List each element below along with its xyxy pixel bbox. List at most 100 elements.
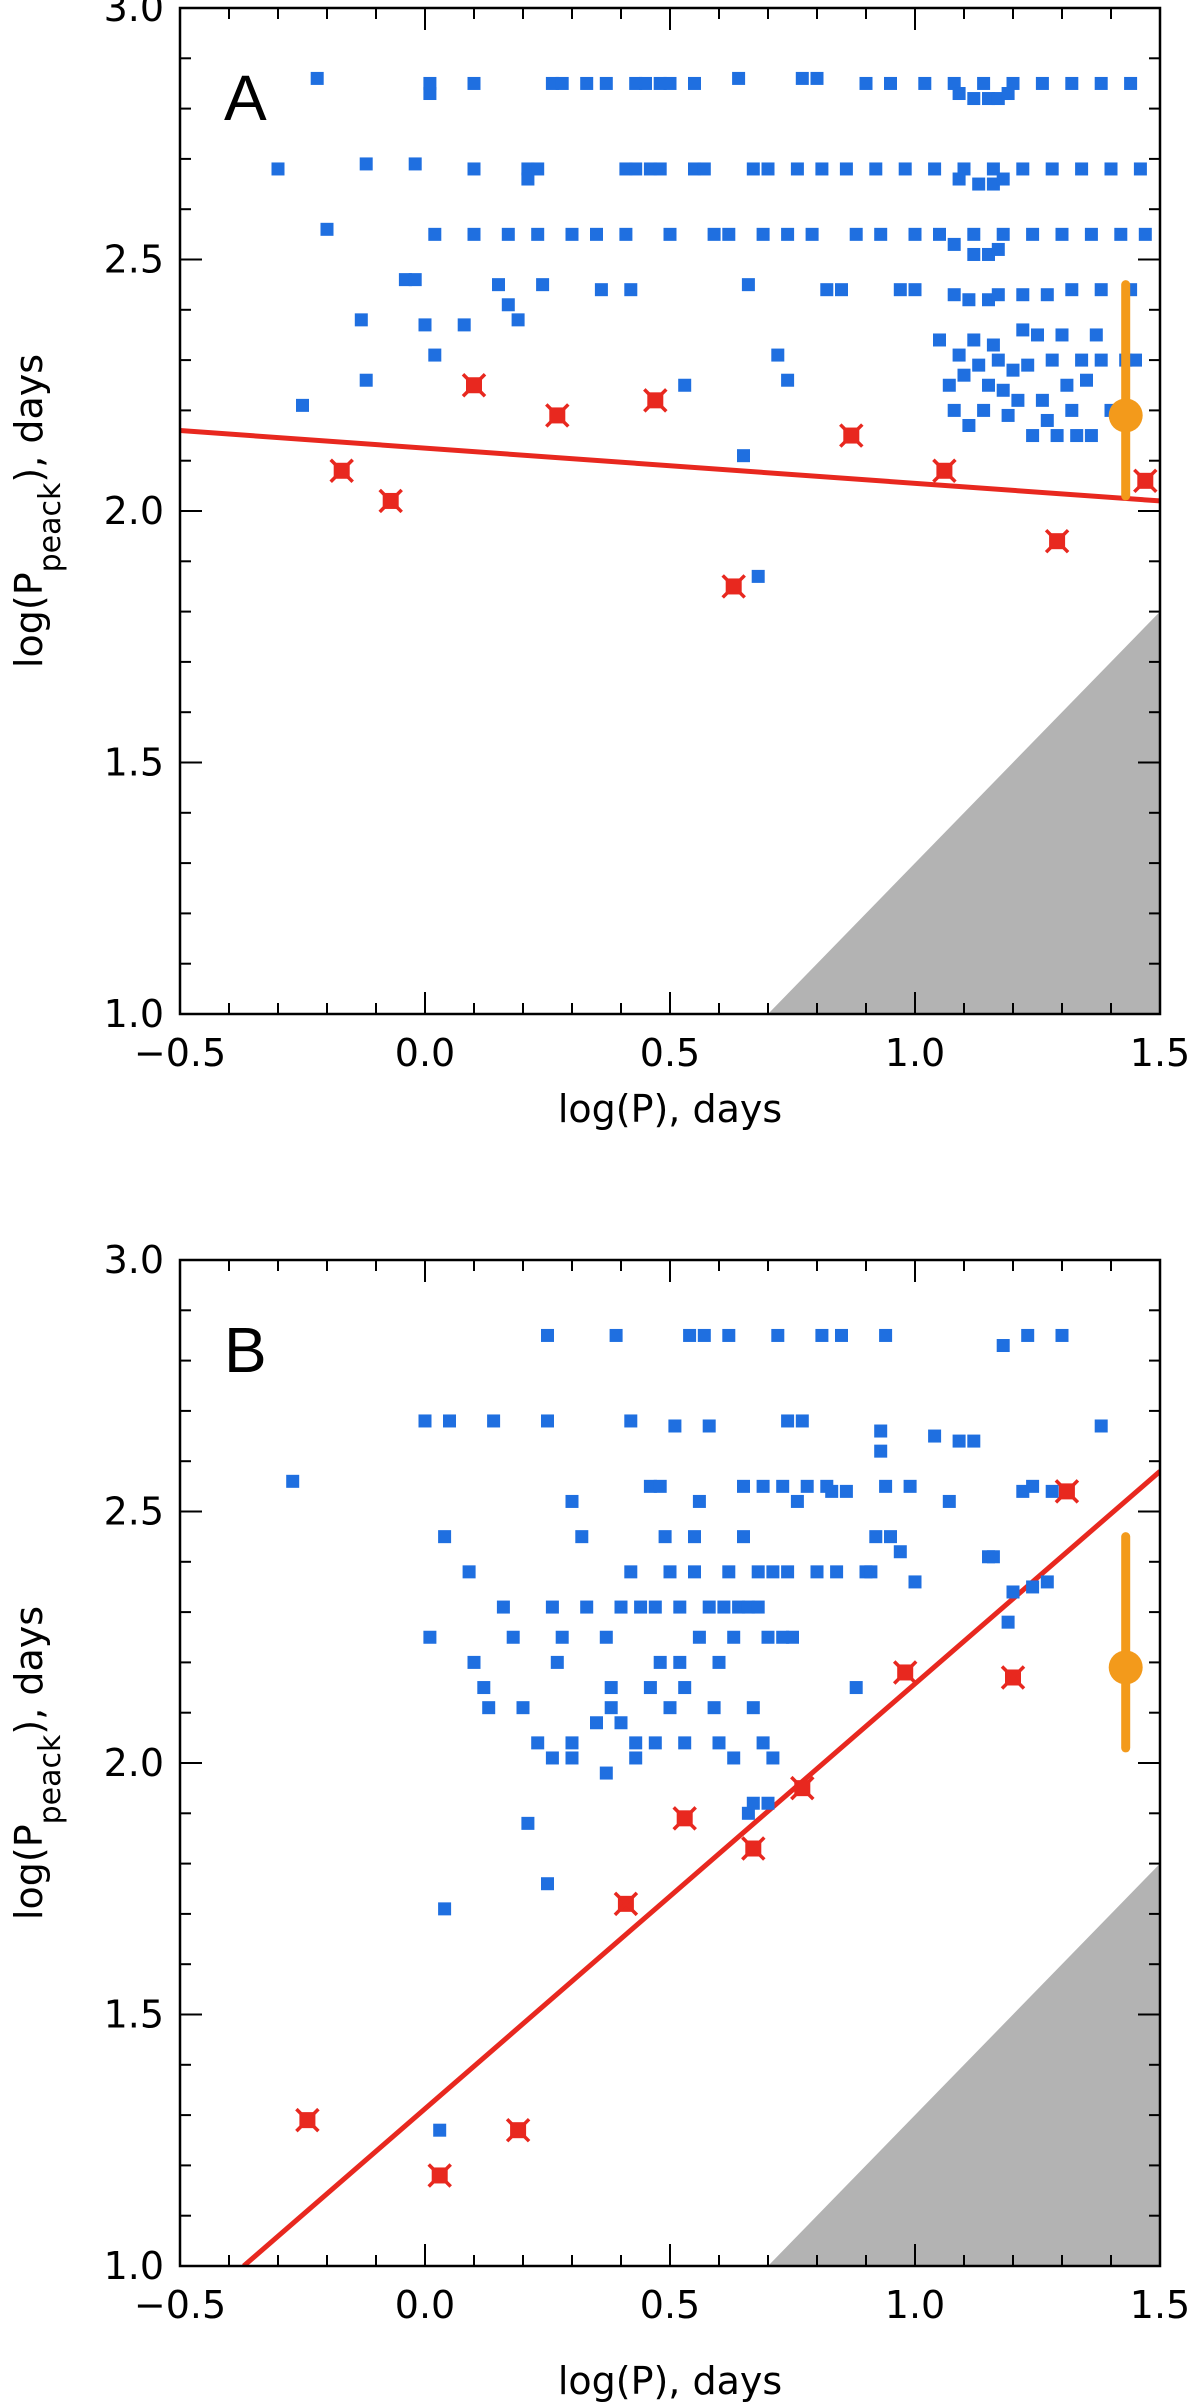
- red-cross-point: [790, 1775, 815, 1801]
- blue-square-point: [952, 172, 966, 186]
- blue-square-point: [707, 1701, 721, 1715]
- y-axis-label-subscript: peack: [33, 1734, 68, 1824]
- red-cross-point: [1000, 1665, 1026, 1690]
- blue-square-point: [786, 1630, 799, 1644]
- blue-square-point: [707, 227, 721, 241]
- blue-square-point: [599, 1766, 613, 1780]
- y-axis-label-tail: ), days: [7, 1606, 51, 1735]
- blue-square-point: [732, 1600, 746, 1614]
- blue-square-point: [487, 1414, 501, 1428]
- blue-square-point: [1040, 413, 1054, 427]
- blue-square-point: [541, 1877, 554, 1891]
- red-cross-arms: [545, 403, 570, 428]
- blue-square-point: [565, 1494, 579, 1508]
- blue-square-point: [663, 1565, 677, 1579]
- blue-square-point: [986, 1550, 1000, 1564]
- red-cross-arms: [643, 388, 668, 413]
- blue-square-point: [688, 76, 701, 90]
- blue-square-point: [575, 1530, 589, 1544]
- x-tick-label: 0.0: [395, 1031, 455, 1075]
- blue-square-point: [692, 1494, 706, 1508]
- blue-square-point: [428, 227, 442, 241]
- blue-square-point: [722, 1565, 736, 1579]
- red-cross-arms: [613, 1891, 639, 1917]
- blue-square-point: [908, 1575, 922, 1589]
- blue-square-point: [1045, 162, 1059, 176]
- blue-square-point: [1050, 429, 1064, 443]
- y-tick-label: 1.5: [104, 1993, 164, 2037]
- blue-square-point: [398, 273, 412, 287]
- red-cross-point: [295, 2107, 320, 2133]
- blue-square-point: [536, 278, 550, 292]
- blue-square-point: [977, 76, 991, 90]
- blue-square-point: [673, 1655, 687, 1669]
- blue-square-point: [653, 76, 667, 90]
- blue-square-point: [761, 1796, 775, 1810]
- blue-square-point: [727, 1751, 741, 1765]
- blue-square-point: [928, 162, 942, 176]
- blue-square-point: [996, 1339, 1010, 1353]
- red-cross-point: [329, 458, 354, 483]
- blue-square-point: [1055, 1328, 1069, 1342]
- blue-square-point: [1094, 283, 1108, 297]
- blue-square-point: [624, 1565, 638, 1579]
- blue-square-point: [438, 1530, 452, 1544]
- blue-square-point: [643, 162, 657, 176]
- red-cross-point: [1044, 528, 1070, 554]
- red-cross-arms: [295, 2107, 320, 2133]
- blue-square-point: [957, 162, 971, 176]
- blue-square-point: [545, 1751, 559, 1765]
- red-cross-arms: [1133, 468, 1158, 494]
- blue-square-point: [629, 162, 643, 176]
- blue-square-point: [1026, 1479, 1040, 1493]
- blue-square-point: [947, 403, 961, 417]
- blue-square-point: [1065, 76, 1079, 90]
- blue-square-point: [1006, 76, 1020, 90]
- blue-square-point: [928, 1429, 942, 1443]
- blue-square-point: [614, 1716, 628, 1730]
- blue-square-point: [790, 1494, 804, 1508]
- blue-square-point: [1045, 353, 1059, 367]
- blue-square-point: [1026, 227, 1040, 241]
- blue-square-point: [433, 2123, 447, 2137]
- blue-square-point: [952, 1434, 966, 1448]
- blue-square-point: [565, 1736, 579, 1750]
- blue-square-point: [604, 1701, 618, 1715]
- red-cross-arms: [1054, 1479, 1080, 1504]
- blue-square-point: [722, 1328, 736, 1342]
- blue-square-point: [942, 378, 956, 392]
- plot-frame: [178, 1258, 1162, 2268]
- blue-square-point: [849, 227, 863, 241]
- red-cross-point: [643, 388, 668, 413]
- blue-square-point: [580, 1600, 594, 1614]
- blue-square-point: [663, 227, 677, 241]
- blue-square-point: [820, 283, 834, 297]
- plot-area: [242, 1328, 1160, 2266]
- blue-square-point: [467, 76, 481, 90]
- blue-square-point: [879, 1328, 893, 1342]
- blue-square-point: [1001, 408, 1015, 422]
- blue-square-point: [967, 92, 981, 106]
- blue-square-point: [1133, 162, 1147, 176]
- y-tick-label: 2.0: [104, 489, 164, 533]
- blue-square-point: [648, 1736, 662, 1750]
- x-tick-label: 1.0: [885, 2283, 945, 2327]
- blue-square-point: [727, 1630, 741, 1644]
- x-axis-label: log(P), days: [558, 1087, 782, 1131]
- blue-square-point: [408, 157, 422, 171]
- blue-square-point: [521, 1816, 535, 1830]
- blue-square-point: [688, 162, 701, 176]
- blue-square-point: [839, 1484, 853, 1498]
- blue-square-point: [629, 1736, 643, 1750]
- blue-square-point: [531, 162, 545, 176]
- blue-square-point: [967, 227, 981, 241]
- blue-square-point: [1094, 1419, 1108, 1433]
- blue-square-point: [859, 76, 873, 90]
- plot-area: [180, 71, 1160, 1014]
- blue-square-point: [942, 1494, 956, 1508]
- blue-square-point: [678, 1736, 692, 1750]
- blue-square-point: [781, 373, 795, 387]
- red-cross-point: [672, 1806, 697, 1831]
- blue-square-point: [835, 283, 848, 297]
- blue-square-point: [1026, 429, 1040, 443]
